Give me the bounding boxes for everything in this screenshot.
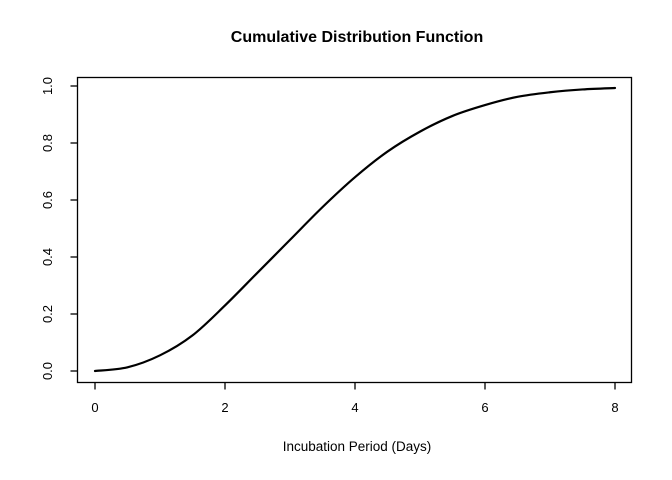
y-tick-label: 0.4 [40,248,55,266]
y-axis: 0.0 0.2 0.4 0.6 0.8 1.0 [40,77,78,380]
y-tick-label: 0.6 [40,191,55,209]
x-tick-label: 4 [351,400,358,415]
cdf-curve-line [93,86,617,373]
y-tick-label: 0.8 [40,134,55,152]
x-axis-title: Incubation Period (Days) [283,439,432,454]
y-tick-label: 0.2 [40,305,55,323]
x-axis: 0 2 4 6 8 [91,382,619,415]
plot-box [76,76,633,384]
chart-title: Cumulative Distribution Function [231,29,483,46]
x-tick-label: 2 [221,400,228,415]
x-tick-label: 0 [91,400,98,415]
y-tick-label: 1.0 [40,77,55,95]
x-tick-label: 6 [481,400,488,415]
x-tick-label: 8 [611,400,618,415]
y-tick-label: 0.0 [40,362,55,380]
